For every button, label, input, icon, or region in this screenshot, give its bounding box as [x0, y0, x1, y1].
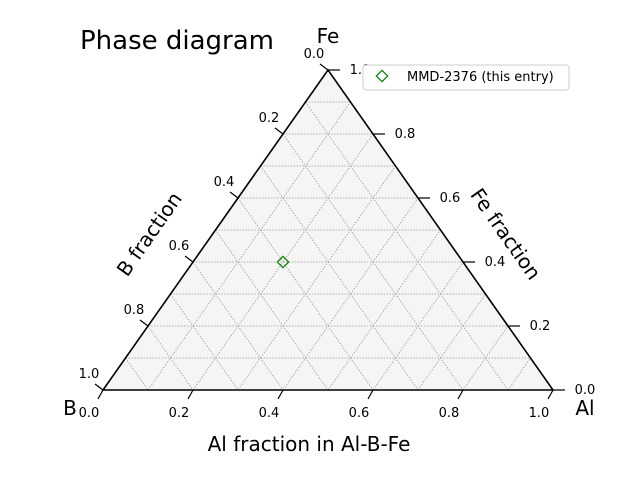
right-tick-label: 0.8 [395, 127, 416, 142]
left-tick-label: 0.2 [259, 111, 280, 126]
ticks: 0.0 0.2 0.4 0.6 0.8 1.0 0.0 0.2 0.4 0.6 0.8 1.0 0.0 0… [79, 47, 596, 421]
legend-marker-diamond-icon [375, 69, 389, 83]
bottom-tick [457, 389, 464, 400]
bottom-tick-label: 0.6 [349, 406, 370, 421]
right-tick-label: 0.6 [440, 191, 461, 206]
grid-line-al [237, 165, 396, 391]
grid [125, 101, 531, 391]
legend-box [362, 64, 570, 91]
bottom-tick-label: 0.0 [79, 406, 100, 421]
bottom-tick-label: 0.8 [439, 406, 460, 421]
grid-line-b [125, 357, 149, 391]
bottom-tick-label: 1.0 [529, 406, 550, 421]
bottom-tick [547, 389, 554, 400]
left-tick-label: 0.8 [124, 303, 145, 318]
vertex-label-b: B [63, 396, 77, 420]
left-tick [184, 255, 194, 263]
left-tick [274, 127, 284, 135]
left-tick-label: 1.0 [79, 367, 100, 382]
left-tick [94, 383, 104, 391]
left-tick [229, 191, 239, 199]
bottom-tick-label: 0.2 [169, 406, 190, 421]
left-tick-label: 0.4 [214, 175, 235, 190]
grid-line-al [507, 357, 531, 391]
right-tick-label: 0.4 [485, 255, 506, 270]
left-axis-label: B fraction [112, 187, 187, 280]
left-tick-label: 0.0 [304, 47, 325, 62]
grid-line-al [462, 325, 509, 391]
bottom-tick-label: 0.4 [259, 406, 280, 421]
legend-entry: MMD-2376 (this entry) [407, 70, 554, 85]
grid-line-b [147, 325, 194, 391]
right-tick-label: 0.0 [575, 383, 596, 398]
bottom-tick [367, 389, 374, 400]
vertex-label-fe: Fe [317, 24, 340, 48]
data-point [276, 255, 290, 269]
grid-line-b [215, 229, 329, 391]
bottom-axis-label: Al fraction in Al-B-Fe [208, 432, 411, 456]
data-points [276, 255, 290, 269]
bottom-tick [277, 389, 284, 400]
legend: MMD-2376 (this entry) [362, 64, 570, 91]
vertex-label-al: Al [575, 396, 594, 420]
right-axis-label: Fe fraction [466, 184, 546, 285]
grid-line-b [192, 261, 284, 391]
bottom-tick [97, 389, 104, 400]
chart-title: Phase diagram [80, 26, 274, 56]
left-tick [319, 63, 329, 71]
triangle-frame [101, 68, 555, 391]
left-tick [139, 319, 149, 327]
grid-line-al [327, 229, 441, 391]
right-tick-label: 0.2 [530, 319, 551, 334]
grid-line-al [372, 261, 464, 391]
grid-line-b [260, 165, 419, 391]
bottom-tick [187, 389, 194, 400]
left-tick-label: 0.6 [169, 239, 190, 254]
